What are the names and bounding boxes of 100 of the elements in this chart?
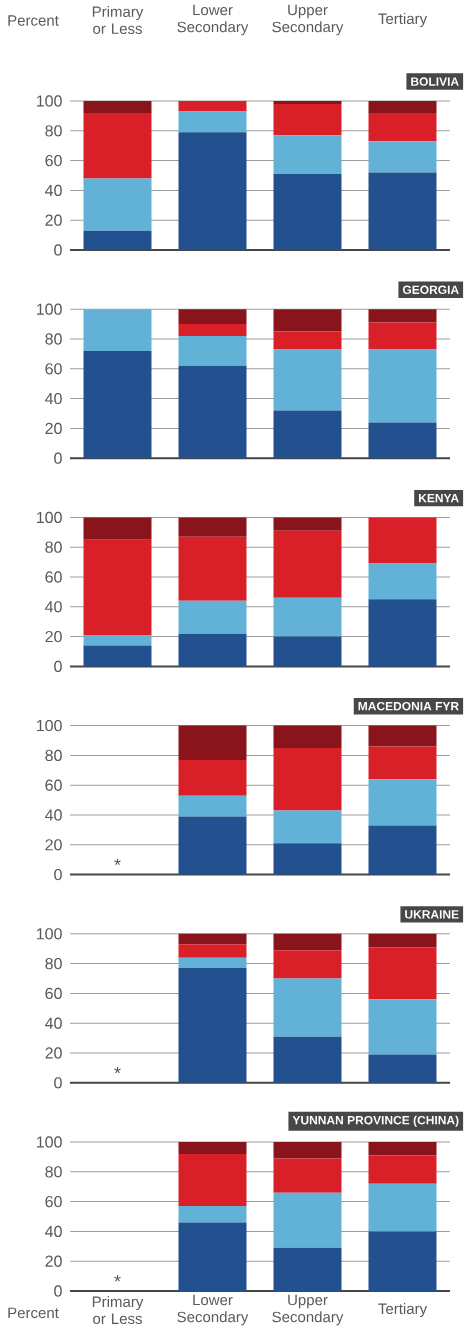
bar — [368, 422, 437, 459]
bar — [368, 101, 437, 113]
bar — [273, 101, 342, 104]
x-tick-label: Tertiary — [378, 1303, 428, 1317]
bar — [273, 174, 342, 250]
bar — [368, 746, 437, 780]
bar — [273, 810, 342, 844]
chart-title: YUNNAN PROVINCE (CHINA) — [292, 1115, 459, 1127]
bar — [273, 309, 342, 332]
bar — [273, 978, 342, 1037]
y-tick-label: 0 — [54, 452, 62, 464]
bar — [178, 968, 247, 1083]
bar — [178, 536, 247, 601]
y-tick-label: 0 — [54, 868, 62, 881]
y-tick-label: 40 — [45, 1225, 62, 1238]
bar — [273, 933, 342, 951]
chart-title: MACEDONIA FYR — [358, 701, 459, 711]
bar — [273, 597, 342, 637]
bar — [368, 172, 437, 250]
bar — [178, 600, 247, 634]
bar — [368, 517, 437, 564]
bar — [368, 933, 437, 948]
y-tick-label: 80 — [45, 333, 62, 345]
bar — [368, 725, 437, 747]
bar — [368, 1155, 437, 1184]
y-tick-label: 100 — [36, 303, 62, 315]
y-tick-label: 80 — [45, 957, 62, 970]
x-tick-label: Primary or Less — [92, 1296, 144, 1325]
y-tick-label: 100 — [36, 928, 62, 940]
bar — [273, 1036, 342, 1083]
bar — [368, 779, 437, 826]
y-tick-label: 40 — [45, 392, 62, 405]
bar — [273, 410, 342, 459]
annotation: * — [114, 858, 121, 866]
bar — [178, 933, 247, 945]
y-tick-label: 60 — [45, 571, 62, 583]
bar — [178, 759, 247, 796]
bar — [273, 530, 342, 598]
y-tick-label: 60 — [45, 987, 62, 1000]
bar — [273, 843, 342, 875]
bar — [368, 322, 437, 350]
bar — [178, 1153, 247, 1207]
bar — [178, 111, 247, 133]
y-tick-label: 20 — [45, 214, 62, 226]
y-tick-label: 60 — [45, 154, 62, 167]
x-tick-label: Lower Secondary — [177, 4, 249, 36]
bar — [83, 178, 152, 231]
chart-title: GEORGIA — [402, 285, 459, 294]
y-tick-label: 0 — [54, 244, 62, 256]
y-tick-label: 80 — [45, 1166, 62, 1178]
bar — [273, 747, 342, 811]
bar — [178, 324, 247, 337]
y-tick-label: 20 — [45, 1047, 62, 1059]
bar — [83, 309, 152, 351]
bar — [178, 816, 247, 875]
bar — [273, 103, 342, 136]
bar — [178, 101, 247, 112]
y-axis-title: Percent — [8, 1307, 59, 1319]
bar — [273, 331, 342, 350]
bar — [273, 950, 342, 979]
y-tick-label: 80 — [45, 749, 62, 762]
bar — [368, 1142, 437, 1156]
bar — [368, 112, 437, 142]
y-tick-label: 100 — [36, 1136, 62, 1148]
x-tick-label: Upper Secondary — [272, 4, 344, 36]
bar — [178, 795, 247, 817]
y-tick-label: 20 — [45, 422, 62, 435]
x-tick-label: Tertiary — [378, 13, 428, 27]
bar — [178, 1206, 247, 1223]
bar — [273, 349, 342, 411]
bar — [178, 365, 247, 459]
bar — [178, 309, 247, 325]
y-tick-label: 100 — [36, 95, 62, 107]
y-tick-label: 40 — [45, 809, 62, 821]
bar — [83, 539, 152, 636]
y-tick-label: 20 — [45, 1255, 62, 1267]
bar — [83, 635, 152, 646]
bar — [273, 636, 342, 667]
y-tick-label: 0 — [54, 660, 62, 673]
bar — [368, 141, 437, 173]
x-tick-label: Primary or Less — [92, 6, 144, 34]
bar — [368, 349, 437, 423]
bar — [368, 999, 437, 1055]
bar — [368, 1183, 437, 1232]
y-axis-title: Percent — [8, 15, 59, 26]
y-tick-label: 0 — [54, 1285, 62, 1297]
y-tick-label: 20 — [45, 630, 62, 643]
y-tick-label: 40 — [45, 184, 62, 197]
bar — [273, 1158, 342, 1193]
annotation: * — [114, 1066, 121, 1074]
bar — [368, 1054, 437, 1083]
bar — [83, 645, 152, 667]
bar — [178, 944, 247, 958]
chart-title: UKRAINE — [405, 910, 459, 919]
bar — [368, 1231, 437, 1292]
annotation: * — [114, 1275, 121, 1282]
bar — [83, 230, 152, 250]
y-tick-label: 100 — [36, 719, 62, 732]
y-tick-label: 80 — [45, 125, 62, 137]
bar — [178, 633, 247, 667]
